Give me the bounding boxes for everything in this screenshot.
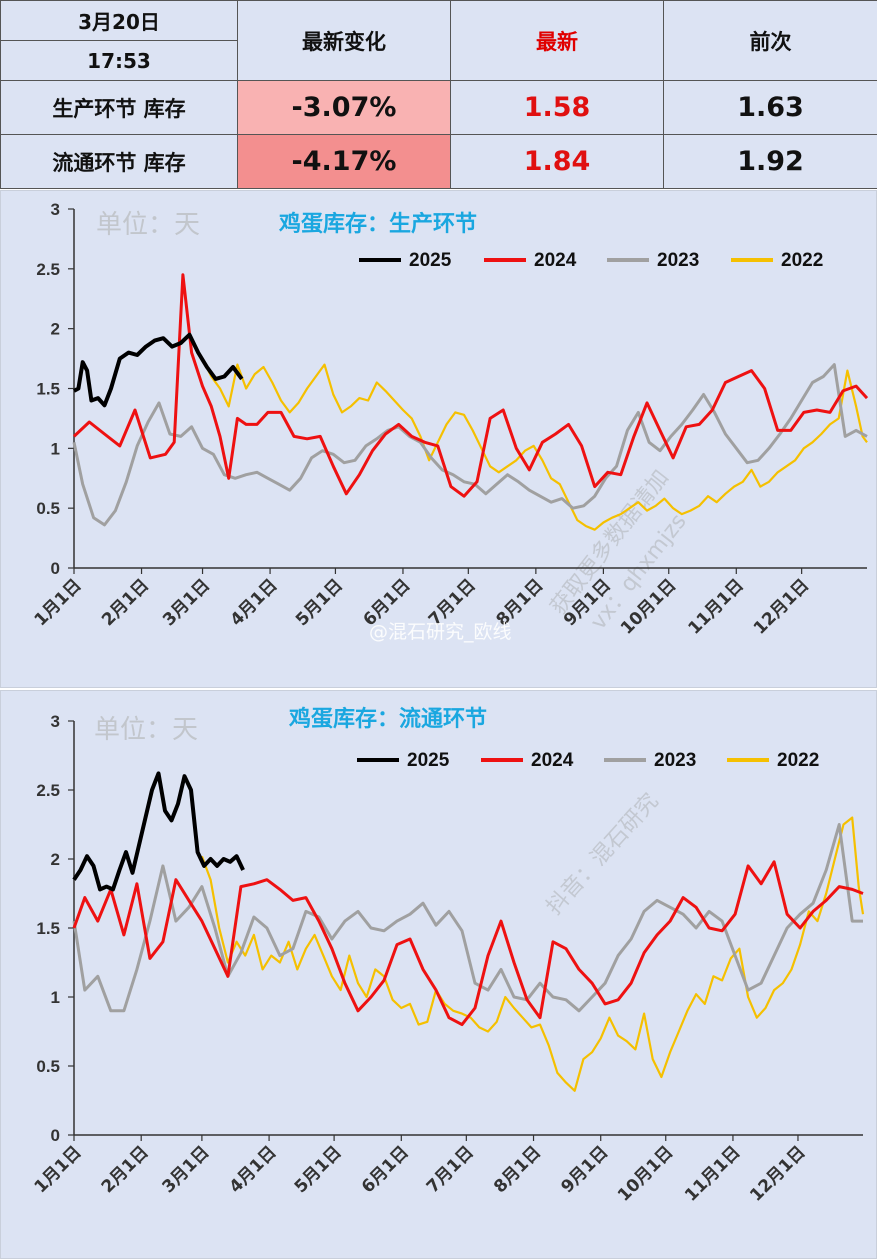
x-tick-label: 12月1日 [750,575,813,638]
y-tick-label: 2.5 [36,781,60,800]
series-line-2022 [203,359,868,530]
y-tick-label: 1.5 [36,919,60,938]
unit-label: 单位：天 [96,210,200,240]
header-change: 最新变化 [238,1,451,81]
watermark: 抖音：混石研究 [542,789,664,920]
time-cell: 17:53 [1,41,238,81]
x-tick-label: 3月1日 [159,1142,214,1197]
x-tick-label: 1月1日 [31,575,86,630]
row-label: 生产环节 库存 [1,81,238,135]
legend-label-2023: 2023 [654,750,696,771]
legend-label-2025: 2025 [407,750,450,771]
chart-circulation: 单位：天 鸡蛋库存：流通环节 抖音：混石研究 0 0.5 1 1.5 2 2.5 3 1月1日… [1,691,877,1260]
x-tick-label: 5月1日 [291,1142,346,1197]
prev-value: 1.92 [664,135,877,189]
header-latest: 最新 [451,1,664,81]
legend-label-2024: 2024 [531,750,574,771]
date-cell: 3月20日 [1,1,238,41]
x-tick-label: 11月1日 [681,1142,744,1205]
table-row: 流通环节 库存 -4.17% 1.84 1.92 [1,135,877,189]
y-tick-label: 0.5 [36,499,60,518]
series-line-2025 [74,335,242,406]
latest-value: 1.58 [451,81,664,135]
chart-title: 鸡蛋库存：生产环节 [278,211,477,237]
x-tick-label: 11月1日 [685,575,748,638]
y-tick-label: 1.5 [36,380,60,399]
legend-label-2022: 2022 [781,250,823,271]
y-tick-label: 3 [51,200,60,219]
legend: 2025 2024 2023 2022 [359,250,823,271]
header-prev: 前次 [664,1,877,81]
change-value: -3.07% [238,81,451,135]
legend-label-2023: 2023 [657,250,699,271]
table-row: 生产环节 库存 -3.07% 1.58 1.63 [1,81,877,135]
row-label: 流通环节 库存 [1,135,238,189]
y-tick-label: 3 [51,712,60,731]
x-tick-label: 2月1日 [98,575,153,630]
chart-title: 鸡蛋库存：流通环节 [288,706,487,732]
y-tick-label: 2 [51,320,60,339]
x-tick-label: 5月1日 [292,575,347,630]
prev-value: 1.63 [664,81,877,135]
watermark: @混石研究_欧线 [369,621,512,643]
series-line-2023 [74,825,863,1011]
x-tick-label: 8月1日 [490,1142,545,1197]
y-tick-label: 1 [51,988,60,1007]
latest-value: 1.84 [451,135,664,189]
x-tick-label: 2月1日 [98,1142,153,1197]
x-tick-label: 4月1日 [227,575,282,630]
y-tick-label: 1 [51,439,60,458]
unit-label: 单位：天 [94,715,198,745]
x-tick-label: 9月1日 [557,1142,612,1197]
series-line-2023 [74,365,867,525]
series-line-2025 [74,773,243,889]
y-tick-label: 2 [51,850,60,869]
y-tick-label: 0.5 [36,1057,60,1076]
x-tick-label: 6月1日 [358,1142,413,1197]
summary-table: 3月20日 最新变化 最新 前次 17:53 生产环节 库存 -3.07% 1.… [0,0,877,189]
x-tick-label: 12月1日 [746,1142,809,1205]
x-tick-label: 1月1日 [31,1142,86,1197]
y-tick-label: 2.5 [36,260,60,279]
legend-label-2024: 2024 [534,250,577,271]
chart-panel-circulation: 单位：天 鸡蛋库存：流通环节 抖音：混石研究 0 0.5 1 1.5 2 2.5 3 1月1日… [0,690,877,1259]
legend-label-2022: 2022 [777,750,819,771]
chart-production: 单位：天 鸡蛋库存：生产环节 获取更多数据请加 vx：qhxmjzs 00.51… [1,191,877,689]
x-tick-label: 3月1日 [159,575,214,630]
legend-label-2025: 2025 [409,250,452,271]
x-tick-label: 10月1日 [614,1142,677,1205]
y-tick-label: 0 [51,1126,60,1145]
change-value: -4.17% [238,135,451,189]
x-tick-label: 7月1日 [423,1142,478,1197]
y-tick-label: 0 [51,559,60,578]
x-tick-label: 4月1日 [226,1142,281,1197]
series-line-2022 [202,818,863,1091]
series-line-2024 [74,862,863,1025]
legend: 2025 2024 2023 2022 [357,750,819,771]
